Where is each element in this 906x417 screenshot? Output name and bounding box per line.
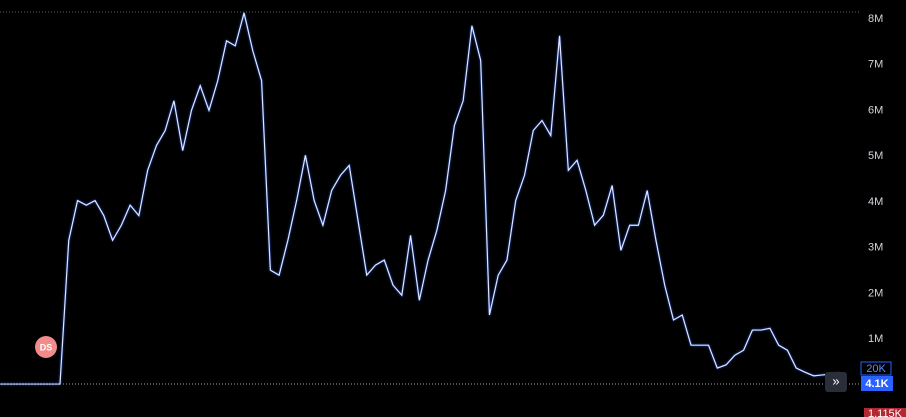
scroll-button[interactable] (825, 372, 847, 392)
y-tick-label: 5M (868, 150, 883, 162)
y-tick-label: 3M (868, 242, 883, 254)
y-tick-label: 6M (868, 104, 883, 116)
y-tick-label: 4M (868, 196, 883, 208)
marker-badge[interactable] (35, 336, 57, 358)
volume-value-box (864, 408, 906, 417)
price-label: 4.1K (865, 378, 888, 390)
volume-label: 20K (866, 363, 886, 375)
volume-box (860, 361, 892, 376)
y-tick-label: 8M (868, 13, 883, 25)
marker-text: DS (40, 342, 53, 352)
price-line-series (0, 12, 841, 385)
volume-value-label: 1.115K (868, 408, 903, 417)
y-tick-label: 7M (868, 59, 883, 71)
y-tick-label: 2M (868, 287, 883, 299)
price-box (861, 376, 893, 391)
scroll-icon: » (832, 373, 839, 388)
y-tick-label: 1M (868, 333, 883, 345)
